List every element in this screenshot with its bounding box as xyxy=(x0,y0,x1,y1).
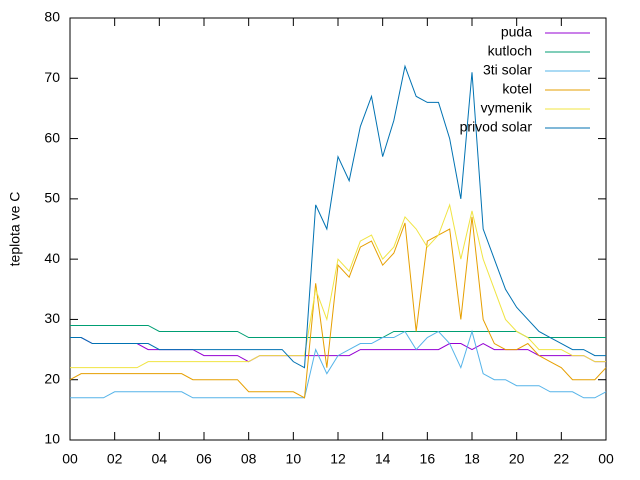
x-tick-label: 16 xyxy=(420,451,436,467)
legend-label: privod solar xyxy=(460,119,533,135)
x-tick-label: 02 xyxy=(107,451,123,467)
legend-label: kutloch xyxy=(488,43,532,59)
y-tick-label: 20 xyxy=(44,370,60,386)
y-tick-label: 70 xyxy=(44,69,60,85)
x-tick-label: 10 xyxy=(286,451,302,467)
x-tick-label: 06 xyxy=(196,451,212,467)
x-tick-label: 14 xyxy=(375,451,391,467)
series-line xyxy=(70,329,607,399)
legend-label: kotel xyxy=(502,81,532,97)
legend-label: vymenik xyxy=(481,100,533,116)
x-tick-label: 08 xyxy=(241,451,257,467)
y-tick-label: 80 xyxy=(44,9,60,25)
x-tick-label: 00 xyxy=(62,451,78,467)
x-tick-label: 12 xyxy=(330,451,346,467)
y-tick-label: 10 xyxy=(44,431,60,447)
x-tick-label: 04 xyxy=(152,451,168,467)
y-tick-label: 60 xyxy=(44,129,60,145)
series-line xyxy=(69,216,607,399)
series-line xyxy=(70,324,606,339)
series-line xyxy=(70,203,606,369)
y-tick-label: 30 xyxy=(44,310,60,326)
series-line xyxy=(70,337,606,363)
x-tick-label: 22 xyxy=(554,451,570,467)
legend-label: 3ti solar xyxy=(483,62,532,78)
x-tick-label: 18 xyxy=(464,451,480,467)
legend-label: puda xyxy=(501,24,532,40)
y-tick-label: 50 xyxy=(44,190,60,206)
series-line xyxy=(70,64,606,369)
y-tick-label: 40 xyxy=(44,250,60,266)
x-tick-label: 00 xyxy=(598,451,614,467)
x-tick-label: 20 xyxy=(509,451,525,467)
y-axis-label: teplota ve C xyxy=(7,192,23,267)
